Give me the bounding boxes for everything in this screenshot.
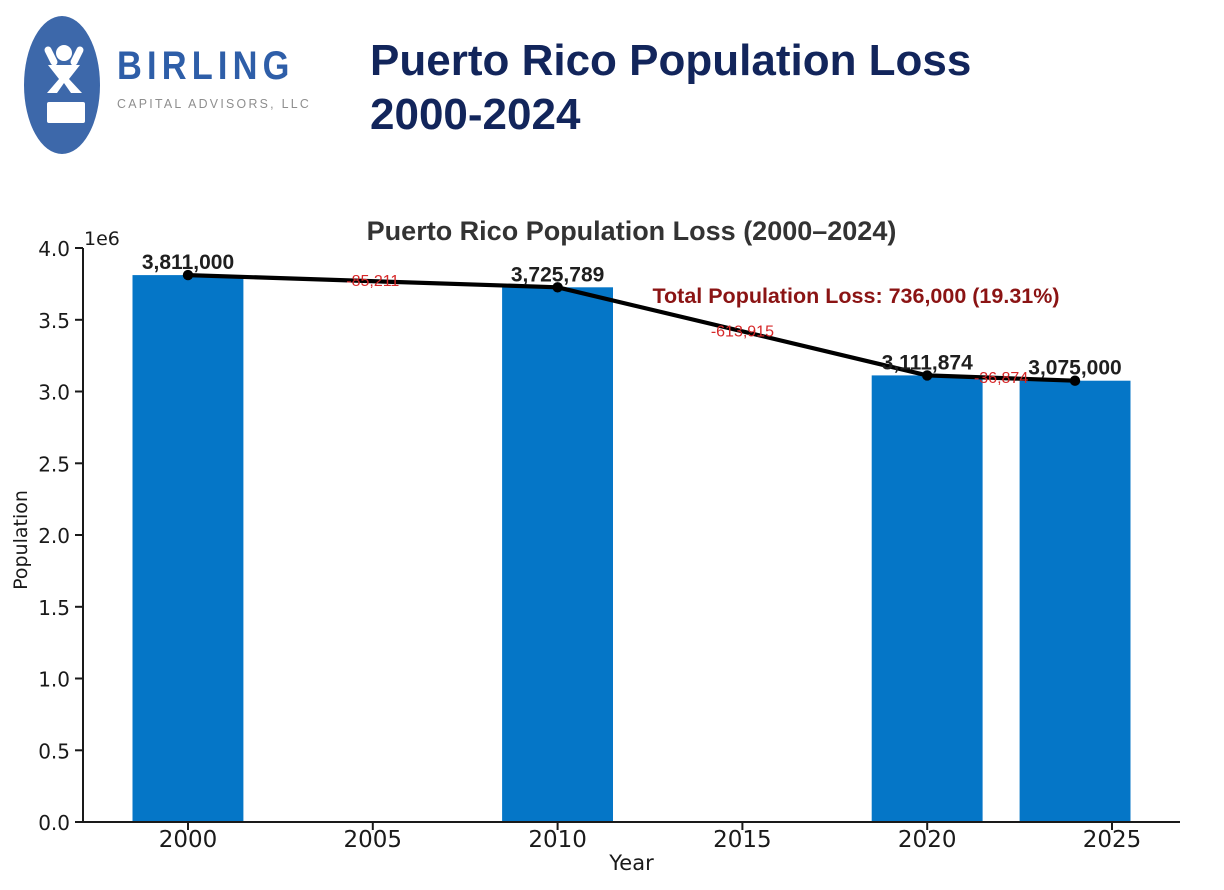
y-tick-label: 4.0 (38, 237, 70, 261)
data-point-2024 (1069, 375, 1081, 386)
bar-2024 (1019, 380, 1131, 822)
y-tick-label: 3.5 (38, 309, 70, 333)
page-title-line1: Puerto Rico Population Loss (370, 36, 972, 85)
y-axis-label: Population (10, 490, 32, 590)
y-tick-label: 2.5 (38, 452, 70, 476)
diff-label: -85,211 (346, 273, 399, 290)
x-tick-label: 2000 (159, 827, 218, 853)
diff-label: -36,874 (974, 370, 1028, 387)
y-tick-label: 0.0 (38, 811, 70, 835)
x-tick-label: 2020 (898, 827, 957, 853)
point-label-2000: 3,811,000 (142, 251, 234, 274)
x-tick-label: 2010 (528, 827, 587, 853)
y-offset-label: 1e6 (84, 228, 120, 250)
y-tick-label: 2.0 (38, 524, 70, 548)
x-tick-label: 2015 (713, 827, 772, 853)
x-tick-label: 2025 (1083, 827, 1142, 853)
data-point-2020 (922, 370, 933, 381)
logo-base-bar (47, 102, 85, 123)
brand-name: BIRLING (117, 44, 295, 88)
page-title: Puerto Rico Population Loss 2000-2024 (370, 34, 971, 142)
point-label-2010: 3,725,789 (511, 263, 604, 286)
y-tick-label: 1.0 (38, 668, 70, 692)
total-loss-annotation: Total Population Loss: 736,000 (19.31%) (652, 284, 1059, 308)
point-label-2024: 3,075,000 (1028, 357, 1121, 380)
y-tick-label: 0.5 (38, 739, 70, 763)
y-tick-label: 3.0 (38, 381, 70, 405)
y-tick-label: 1.5 (38, 596, 70, 620)
data-point-2010 (552, 282, 563, 293)
population-line (185, 273, 1078, 383)
data-point-2000 (182, 269, 194, 281)
point-label-2020: 3,111,874 (882, 351, 973, 374)
brand-subtitle: CAPITAL ADVISORS, LLC (117, 96, 312, 111)
brand-block: BIRLING CAPITAL ADVISORS, LLC (117, 46, 323, 110)
birling-logo (24, 16, 100, 154)
x-tick-label: 2005 (344, 827, 403, 853)
chart-title: Puerto Rico Population Loss (2000–2024) (367, 216, 897, 246)
person-raised-arms-icon (44, 45, 85, 123)
bar-2010 (502, 287, 613, 822)
page-title-line2: 2000-2024 (370, 90, 581, 139)
bar-2020 (871, 375, 983, 822)
x-axis-label: Year (608, 851, 654, 875)
diff-label: -613,915 (711, 323, 774, 340)
bar-2000 (132, 275, 244, 823)
